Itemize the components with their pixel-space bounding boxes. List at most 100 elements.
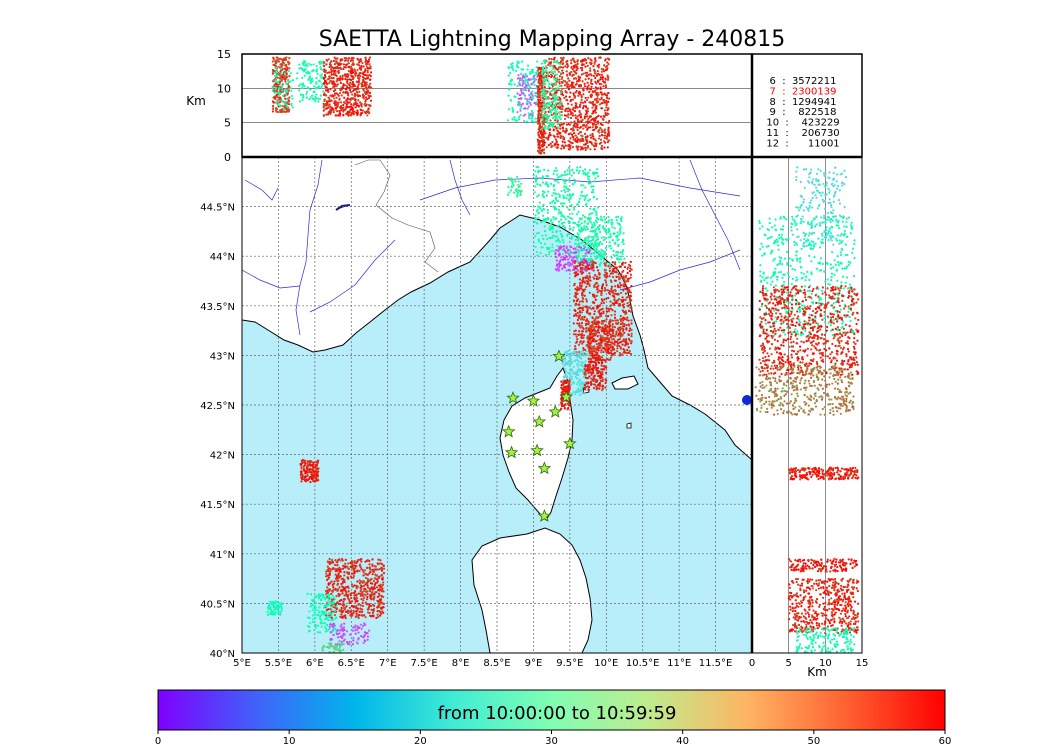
lightning-source-point [556, 199, 560, 203]
lightning-source-point [550, 97, 553, 101]
lightning-source-point [621, 296, 624, 299]
lightning-source-point [592, 173, 595, 176]
lightning-source-point [322, 114, 326, 117]
lightning-source-point [598, 387, 601, 390]
lightning-source-point [605, 310, 609, 313]
lightning-source-point [598, 385, 601, 388]
lightning-source-point [586, 81, 589, 84]
lightning-source-point [582, 340, 585, 343]
lightning-source-point [604, 131, 607, 134]
lightning-source-point [534, 120, 538, 123]
lightning-source-point [597, 384, 600, 387]
lightning-source-point [560, 77, 564, 80]
lightning-source-point [564, 89, 567, 93]
lightning-source-point [544, 67, 548, 70]
lightning-source-point [604, 288, 607, 291]
lightning-source-point [595, 325, 598, 328]
lightning-source-point [578, 384, 581, 387]
lightning-source-point [549, 202, 552, 205]
lightning-source-point [626, 302, 629, 305]
lightning-source-point [588, 375, 591, 378]
lightning-source-point [527, 116, 531, 120]
lightning-source-point [571, 112, 574, 115]
lightning-source-point [624, 313, 627, 316]
lightning-source-point [597, 310, 600, 314]
lightning-source-point [546, 77, 549, 80]
lightning-source-point [551, 70, 554, 74]
lightning-source-point [614, 261, 617, 264]
lightning-source-point [578, 104, 582, 107]
lightning-source-point [584, 364, 587, 367]
lightning-source-point [572, 265, 575, 268]
lightning-source-point [276, 100, 279, 103]
lightning-source-point [586, 311, 589, 314]
lightning-source-point [539, 146, 542, 149]
lightning-source-point [552, 128, 555, 131]
lightning-source-point [557, 121, 560, 125]
lightning-source-point [602, 118, 605, 121]
lightning-source-point [577, 355, 580, 358]
lightning-source-point [359, 101, 362, 104]
lightning-source-point [570, 203, 573, 206]
lightning-source-point [565, 197, 568, 200]
lightning-source-point [355, 87, 359, 90]
lightning-source-point [610, 280, 613, 284]
lightning-source-point [619, 258, 623, 261]
lightning-source-point [544, 102, 547, 105]
lightning-source-point [597, 244, 601, 247]
lightning-source-point [595, 266, 599, 269]
lightning-source-point [543, 191, 546, 194]
lightning-source-point [308, 72, 311, 75]
lightning-source-point [595, 363, 598, 367]
lightning-source-point [339, 88, 342, 92]
lightning-source-point [579, 353, 582, 356]
lightning-source-point [364, 60, 367, 63]
lightning-source-point [624, 340, 628, 343]
source-count-entry: 7 : 2300139 [770, 86, 837, 97]
lightning-source-point [349, 98, 352, 102]
lightning-source-point [334, 72, 337, 75]
lightning-source-point [534, 170, 537, 173]
lightning-source-point [352, 113, 355, 116]
lightning-source-point [627, 337, 631, 341]
lightning-source-point [588, 370, 591, 373]
lightning-source-point [526, 68, 529, 71]
lightning-source-point [351, 90, 354, 93]
lightning-source-point [342, 113, 345, 116]
lightning-source-point [562, 214, 565, 218]
lightning-source-point [273, 63, 276, 67]
lightning-source-point [607, 97, 611, 100]
lightning-source-point [526, 64, 530, 67]
lightning-source-point [519, 190, 522, 194]
lightning-source-point [318, 79, 321, 82]
lightning-source-point [601, 376, 604, 379]
lightning-source-point [619, 291, 623, 295]
lightning-source-point [590, 93, 593, 97]
lightning-source-point [565, 255, 568, 258]
lightning-source-point [511, 108, 514, 112]
lightning-source-point [597, 269, 600, 272]
lightning-source-point [556, 76, 559, 80]
lightning-source-point [596, 351, 599, 355]
lightning-source-point [589, 354, 592, 357]
lightning-source-point [589, 336, 592, 340]
lightning-source-point [618, 344, 621, 348]
lightning-source-point [564, 251, 567, 254]
lightning-source-point [577, 79, 580, 83]
lightning-source-point [591, 367, 594, 370]
lightning-source-point [351, 75, 354, 78]
lightning-source-point [541, 118, 544, 121]
lightning-source-point [590, 377, 593, 380]
lightning-source-point [282, 94, 285, 97]
lightning-source-point [541, 177, 544, 180]
lightning-source-point [351, 80, 354, 84]
lightning-source-point [279, 75, 282, 78]
lightning-source-point [593, 366, 596, 369]
lightning-source-point [342, 110, 345, 113]
lightning-source-point [363, 77, 366, 80]
lightning-source-point [313, 85, 316, 88]
lightning-source-point [585, 285, 588, 288]
lightning-source-point [320, 61, 323, 65]
lightning-source-point [594, 332, 597, 335]
lightning-source-point [583, 143, 586, 146]
